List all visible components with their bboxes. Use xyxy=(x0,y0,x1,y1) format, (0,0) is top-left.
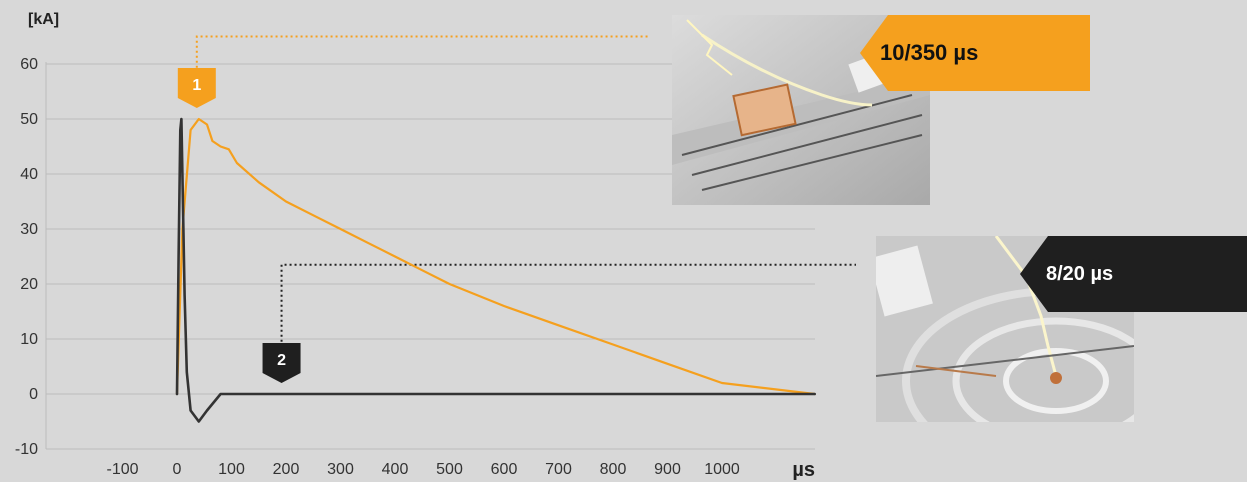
x-tick-label: 500 xyxy=(436,461,463,478)
series-line-1 xyxy=(175,117,816,396)
x-axis-label: µs xyxy=(792,459,815,481)
x-tick-label: 100 xyxy=(218,461,245,478)
series-layer xyxy=(175,117,816,423)
x-tick-label: 900 xyxy=(654,461,681,478)
x-tick-label: 0 xyxy=(173,461,182,478)
marker-badge-2-label: 2 xyxy=(277,352,286,369)
leader-line-1 xyxy=(195,35,650,78)
y-tick-label: 60 xyxy=(20,56,38,73)
x-tick-label: 800 xyxy=(600,461,627,478)
annotation-label: 10/350 µs xyxy=(880,40,979,65)
marker-badge-1-label: 1 xyxy=(192,77,201,94)
x-tick-label: 600 xyxy=(491,461,518,478)
leader-lines xyxy=(195,35,856,342)
leader-line-2 xyxy=(280,263,856,342)
x-tick-label: 200 xyxy=(273,461,300,478)
x-tick-label: 700 xyxy=(545,461,572,478)
y-tick-label: 20 xyxy=(20,276,38,293)
y-tick-label: 40 xyxy=(20,166,38,183)
y-tick-label: 0 xyxy=(29,386,38,403)
x-tick-label: 400 xyxy=(382,461,409,478)
x-tick-label: -100 xyxy=(106,461,138,478)
y-tick-label: 10 xyxy=(20,331,38,348)
marker-badge-2 xyxy=(262,343,301,383)
x-tick-label: 300 xyxy=(327,461,354,478)
y-axis-label: [kA] xyxy=(28,11,59,28)
annotation-label: 8/20 µs xyxy=(1046,262,1114,285)
y-tick-label: 30 xyxy=(20,221,38,238)
x-tick-label: 1000 xyxy=(704,461,740,478)
annotation-banner-10-350: 10/350 µs xyxy=(860,15,1090,91)
y-tick-label: 50 xyxy=(20,111,38,128)
marker-layer: 12 xyxy=(177,68,301,383)
annotation-banner-8-20: 8/20 µs xyxy=(1020,236,1247,312)
series-line-2 xyxy=(175,117,816,423)
marker-badge-1 xyxy=(177,68,216,108)
y-tick-label: -10 xyxy=(15,441,38,458)
grid-layer xyxy=(46,63,815,450)
